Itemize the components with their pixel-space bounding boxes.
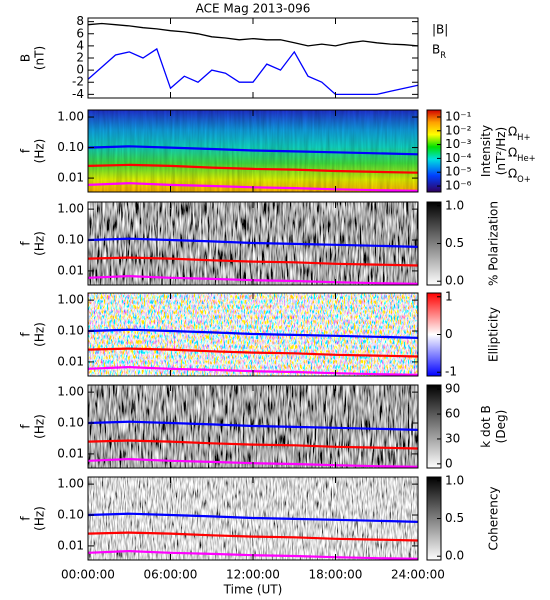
y-tick-label: 0.10 xyxy=(57,324,84,338)
series-line xyxy=(87,237,419,248)
y-axis-label: f xyxy=(19,516,33,521)
y-tick-label: 0.10 xyxy=(57,140,84,154)
colorbar-label: (nT²/Hz) xyxy=(494,127,508,175)
series-line xyxy=(87,22,419,47)
colorbar-tick-label: 10⁻⁵ xyxy=(445,165,472,179)
y-tick-label: 0.10 xyxy=(57,233,84,247)
colorbar-tick-label: 30 xyxy=(445,431,460,445)
y-axis-label: (Hz) xyxy=(33,414,47,439)
colorbar-tick-label: 1.0 xyxy=(445,198,464,212)
colorbar-tick-label: 1.0 xyxy=(445,473,464,487)
colorbar-label: % Polarization xyxy=(487,201,501,286)
legend-label: ΩH+ xyxy=(508,125,531,142)
colorbar-tick-label: 10⁻³ xyxy=(445,137,472,151)
x-tick-label: 06:00:00 xyxy=(144,568,198,582)
y-tick-label: -4 xyxy=(72,87,84,101)
colorbar-tick-label: 90 xyxy=(445,382,460,396)
plot-frame xyxy=(87,17,419,99)
x-axis-label: Time (UT) xyxy=(223,583,283,597)
chart-title: ACE Mag 2013-096 xyxy=(196,2,311,16)
legend-label: |B| xyxy=(432,23,448,37)
y-axis-label: B xyxy=(19,54,33,62)
series-line xyxy=(87,347,419,358)
y-tick-label: 0 xyxy=(76,63,84,77)
y-axis-label: (Hz) xyxy=(33,139,47,164)
colorbar-tick-label: 0.5 xyxy=(445,236,464,250)
colorbar-label: Ellipticity xyxy=(487,307,501,362)
x-tick-label: 12:00:00 xyxy=(226,568,280,582)
y-axis-label: f xyxy=(19,332,33,337)
series-line xyxy=(87,531,419,542)
y-axis-label: (nT) xyxy=(33,46,47,70)
legend-label: BR xyxy=(432,43,446,60)
colorbar-tick-label: 10⁻⁴ xyxy=(445,151,472,165)
y-tick-label: 8 xyxy=(76,14,84,28)
series-line xyxy=(87,163,419,174)
y-tick-label: 0.01 xyxy=(57,538,84,552)
colorbar-label: Intensity xyxy=(479,125,493,177)
colorbar-tick-label: 0.0 xyxy=(445,549,464,563)
series-line xyxy=(87,512,419,523)
colorbar-tick-label: 10⁻⁶ xyxy=(445,179,472,193)
y-tick-label: 2 xyxy=(76,51,84,65)
y-tick-label: 1.00 xyxy=(57,202,84,216)
y-tick-label: 0.01 xyxy=(57,446,84,460)
y-axis-label: f xyxy=(19,424,33,429)
colorbar-tick-label: 0 xyxy=(445,327,453,341)
y-tick-label: 0.01 xyxy=(57,171,84,185)
y-tick-label: 1.00 xyxy=(57,477,84,491)
y-tick-label: -2 xyxy=(72,75,84,89)
colorbar xyxy=(426,109,442,193)
spectrogram-image xyxy=(88,110,418,192)
y-axis-label: (Hz) xyxy=(33,322,47,347)
colorbar-label: k dot B xyxy=(479,405,493,447)
colorbar-tick-label: 0.5 xyxy=(445,511,464,525)
y-axis-label: (Hz) xyxy=(33,506,47,531)
series-line xyxy=(87,328,419,339)
x-tick-label: 00:00:00 xyxy=(61,568,115,582)
x-tick-label: 18:00:00 xyxy=(309,568,363,582)
series-line xyxy=(87,439,419,450)
colorbar-tick-label: 10⁻² xyxy=(445,123,472,137)
y-tick-label: 0.01 xyxy=(57,263,84,277)
colorbar-tick-label: 0.0 xyxy=(445,274,464,288)
y-axis-label: f xyxy=(19,241,33,246)
series-line xyxy=(87,256,419,267)
colorbar-tick-label: 60 xyxy=(445,407,460,421)
x-tick-label: 24:00:00 xyxy=(391,568,445,582)
colorbar xyxy=(426,384,442,469)
y-tick-label: 0.10 xyxy=(57,508,84,522)
legend-label: ΩO+ xyxy=(508,167,531,184)
y-axis-label: (Hz) xyxy=(33,231,47,256)
colorbar-label: (Deg) xyxy=(494,410,508,444)
colorbar-tick-label: -1 xyxy=(445,365,457,379)
colorbar-tick-label: 0 xyxy=(445,456,453,470)
y-tick-label: 4 xyxy=(76,38,84,52)
y-axis-label: f xyxy=(19,148,33,153)
series-line xyxy=(87,420,419,431)
colorbar-tick-label: 10⁻¹ xyxy=(445,109,472,123)
y-tick-label: 0.01 xyxy=(57,354,84,368)
y-tick-label: 1.00 xyxy=(57,293,84,307)
series-line xyxy=(87,145,419,156)
y-tick-label: 0.10 xyxy=(57,416,84,430)
y-tick-label: 6 xyxy=(76,26,84,40)
colorbar-label: Coherency xyxy=(487,486,501,550)
colorbar-tick-label: 1 xyxy=(445,289,453,303)
y-tick-label: 1.00 xyxy=(57,110,84,124)
legend-label: ΩHe+ xyxy=(508,146,536,163)
series-line xyxy=(87,47,419,96)
y-tick-label: 1.00 xyxy=(57,385,84,399)
